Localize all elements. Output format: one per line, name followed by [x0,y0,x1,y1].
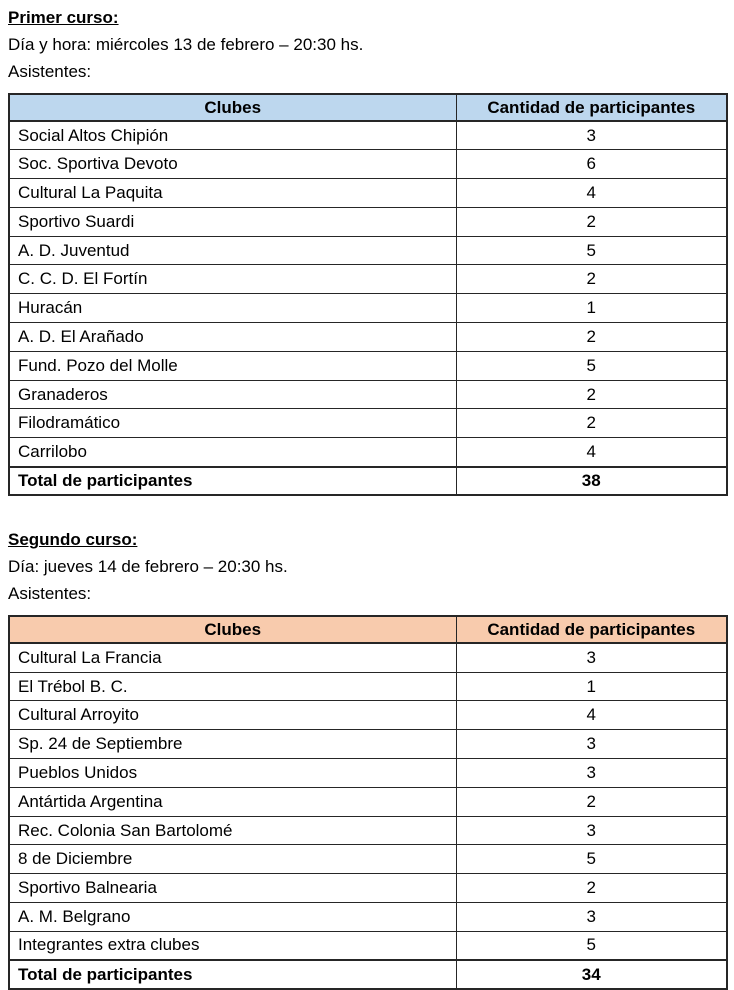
section-title: Segundo curso: [8,530,138,550]
club-name-cell: Sportivo Balnearia [8,873,457,904]
attendance-table-segundo: Clubes Cantidad de participantes Cultura… [8,615,728,990]
table-row: Carrilobo 4 [8,437,728,468]
table-row: Granaderos 2 [8,379,728,410]
participant-count-cell: 2 [455,264,728,295]
club-name-cell: C. C. D. El Fortín [8,264,457,295]
participant-count-cell: 3 [455,758,728,788]
club-name-cell: Sportivo Suardi [8,206,457,237]
table-row: Soc. Sportiva Devoto 6 [8,149,728,180]
participant-count-cell: 4 [455,178,728,208]
participant-count-cell: 3 [455,815,728,846]
club-name-cell: Integrantes extra clubes [8,930,457,961]
participant-count-cell: 1 [455,671,728,702]
table-row: 8 de Diciembre 5 [8,844,728,875]
participant-count-cell: 2 [455,206,728,237]
total-label: Total de participantes [8,959,457,990]
participant-count-cell: 2 [455,379,728,410]
club-name-cell: Social Altos Chipión [8,120,457,151]
attendees-label: Asistentes: [8,62,92,81]
column-header-clubes: Clubes [8,615,457,645]
participant-count-cell: 1 [455,293,728,324]
club-name-cell: Cultural La Francia [8,642,457,673]
participant-count-cell: 2 [455,408,728,439]
table-row: Antártida Argentina 2 [8,786,728,817]
table-row: A. M. Belgrano 3 [8,902,728,932]
attendance-table-primer: Clubes Cantidad de participantes Social … [8,93,728,497]
table-row: Cultural Arroyito 4 [8,700,728,731]
club-name-cell: Carrilobo [8,437,457,468]
participant-count-cell: 6 [455,149,728,180]
section-segundo-curso: Segundo curso: Día: jueves 14 de febrero… [8,527,728,990]
column-header-cantidad: Cantidad de participantes [455,93,728,122]
table-row: Integrantes extra clubes 5 [8,930,728,961]
table-row: Fund. Pozo del Molle 5 [8,350,728,381]
club-name-cell: Cultural Arroyito [8,700,457,731]
participant-count-cell: 2 [455,786,728,817]
participant-count-cell: 3 [455,902,728,932]
date-line: Día y hora: miércoles 13 de febrero – 20… [8,35,364,54]
club-name-cell: Granaderos [8,379,457,410]
club-name-cell: Fund. Pozo del Molle [8,350,457,381]
total-label: Total de participantes [8,465,457,496]
table-row: Cultural La Francia 3 [8,642,728,673]
participant-count-cell: 4 [455,700,728,731]
club-name-cell: Filodramático [8,408,457,439]
club-name-cell: 8 de Diciembre [8,844,457,875]
club-name-cell: Pueblos Unidos [8,758,457,788]
club-name-cell: A. D. El Arañado [8,322,457,352]
participant-count-cell: 5 [455,235,728,266]
participant-count-cell: 3 [455,120,728,151]
participant-count-cell: 2 [455,322,728,352]
table-row: Sportivo Balnearia 2 [8,873,728,904]
total-row: Total de participantes 34 [8,959,728,990]
table-row: Rec. Colonia San Bartolomé 3 [8,815,728,846]
club-name-cell: Sp. 24 de Septiembre [8,729,457,760]
section-primer-curso: Primer curso: Día y hora: miércoles 13 d… [8,5,728,497]
table-row: Cultural La Paquita 4 [8,178,728,208]
participant-count-cell: 5 [455,350,728,381]
column-header-cantidad: Cantidad de participantes [455,615,728,645]
participant-count-cell: 3 [455,729,728,760]
table-header-row: Clubes Cantidad de participantes [8,93,728,122]
total-value: 38 [455,465,728,496]
participant-count-cell: 3 [455,642,728,673]
table-row: Pueblos Unidos 3 [8,758,728,788]
section-title: Primer curso: [8,8,119,27]
table-row: Sportivo Suardi 2 [8,206,728,237]
total-value: 34 [455,959,728,990]
participant-count-cell: 4 [455,437,728,468]
club-name-cell: Soc. Sportiva Devoto [8,149,457,180]
table-row: Social Altos Chipión 3 [8,120,728,151]
table-row: Huracán 1 [8,293,728,324]
table-row: El Trébol B. C. 1 [8,671,728,702]
club-name-cell: A. M. Belgrano [8,902,457,932]
club-name-cell: Cultural La Paquita [8,178,457,208]
club-name-cell: El Trébol B. C. [8,671,457,702]
attendees-label: Asistentes: [8,584,92,604]
club-name-cell: A. D. Juventud [8,235,457,266]
table-row: Filodramático 2 [8,408,728,439]
participant-count-cell: 2 [455,873,728,904]
table-row: A. D. Juventud 5 [8,235,728,266]
table-header-row: Clubes Cantidad de participantes [8,615,728,645]
club-name-cell: Rec. Colonia San Bartolomé [8,815,457,846]
date-line: Día: jueves 14 de febrero – 20:30 hs. [8,557,288,577]
total-row: Total de participantes 38 [8,465,728,496]
club-name-cell: Antártida Argentina [8,786,457,817]
club-name-cell: Huracán [8,293,457,324]
participant-count-cell: 5 [455,930,728,961]
column-header-clubes: Clubes [8,93,457,122]
table-row: A. D. El Arañado 2 [8,322,728,352]
table-row: Sp. 24 de Septiembre 3 [8,729,728,760]
table-row: C. C. D. El Fortín 2 [8,264,728,295]
participant-count-cell: 5 [455,844,728,875]
